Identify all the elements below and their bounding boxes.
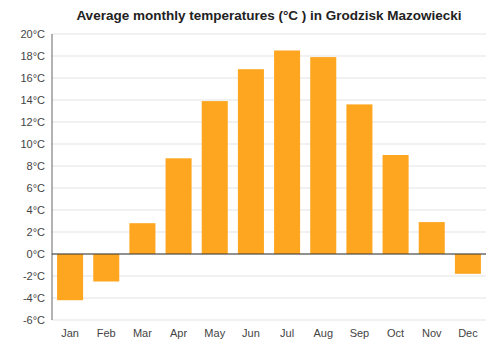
y-tick-label: 20°C bbox=[20, 28, 45, 40]
grid-line bbox=[52, 210, 486, 211]
baseline bbox=[52, 253, 486, 254]
bar bbox=[383, 155, 409, 254]
grid bbox=[52, 34, 486, 320]
grid-line bbox=[52, 56, 486, 57]
grid-line bbox=[52, 188, 486, 189]
y-tick-label: 4°C bbox=[27, 204, 46, 216]
y-tick-label: 0°C bbox=[27, 248, 46, 260]
grid-line bbox=[52, 122, 486, 123]
y-tick-label: -6°C bbox=[23, 314, 45, 326]
chart: Average monthly temperatures (°C ) in Gr… bbox=[0, 0, 500, 350]
x-tick-label: Dec bbox=[458, 327, 478, 339]
bar bbox=[202, 101, 228, 254]
x-tick-label: Mar bbox=[133, 327, 152, 339]
bar bbox=[419, 222, 445, 254]
bars bbox=[57, 51, 481, 301]
grid-line bbox=[52, 166, 486, 167]
bar bbox=[455, 254, 481, 274]
y-tick-label: 14°C bbox=[20, 94, 45, 106]
bar bbox=[129, 223, 155, 254]
y-tick-label: 10°C bbox=[20, 138, 45, 150]
y-tick-label: 12°C bbox=[20, 116, 45, 128]
x-tick-label: Jul bbox=[280, 327, 294, 339]
y-axis-line bbox=[52, 34, 53, 320]
x-tick-label: Apr bbox=[170, 327, 187, 339]
x-tick-label: Sep bbox=[350, 327, 370, 339]
x-tick-label: May bbox=[204, 327, 225, 339]
y-tick-label: 2°C bbox=[27, 226, 46, 238]
bar bbox=[310, 57, 336, 254]
x-tick-label: Oct bbox=[387, 327, 404, 339]
y-tick-label: 16°C bbox=[20, 72, 45, 84]
y-tick-label: -4°C bbox=[23, 292, 45, 304]
grid-line bbox=[52, 34, 486, 35]
x-tick-label: Nov bbox=[422, 327, 442, 339]
bar bbox=[57, 254, 83, 300]
bar bbox=[93, 254, 119, 282]
y-tick-label: 8°C bbox=[27, 160, 46, 172]
grid-line bbox=[52, 100, 486, 101]
bar bbox=[238, 69, 264, 254]
page: {"chart_data": {"type": "bar", "title": … bbox=[0, 0, 500, 350]
bar bbox=[166, 158, 192, 254]
x-tick-label: Aug bbox=[313, 327, 333, 339]
title: Average monthly temperatures (°C ) in Gr… bbox=[76, 8, 461, 23]
y-axis: -6°C -4°C -2°C 0°C 2°C 4°C 6°C 8°C 10°C 12°C 14°C 1… bbox=[20, 28, 52, 326]
grid-line bbox=[52, 144, 486, 145]
x-axis: Jan Feb Mar Apr May Jun Jul Aug Sep Oct Nov Dec bbox=[61, 327, 478, 339]
grid-line bbox=[52, 320, 486, 321]
bar bbox=[346, 104, 372, 254]
grid-line bbox=[52, 78, 486, 79]
grid-line bbox=[52, 254, 486, 255]
x-tick-label: Feb bbox=[97, 327, 116, 339]
y-tick-label: -2°C bbox=[23, 270, 45, 282]
x-tick-label: Jan bbox=[61, 327, 79, 339]
x-tick-label: Jun bbox=[242, 327, 260, 339]
y-tick-label: 18°C bbox=[20, 50, 45, 62]
y-tick-label: 6°C bbox=[27, 182, 46, 194]
bar bbox=[274, 51, 300, 255]
grid-line bbox=[52, 298, 486, 299]
